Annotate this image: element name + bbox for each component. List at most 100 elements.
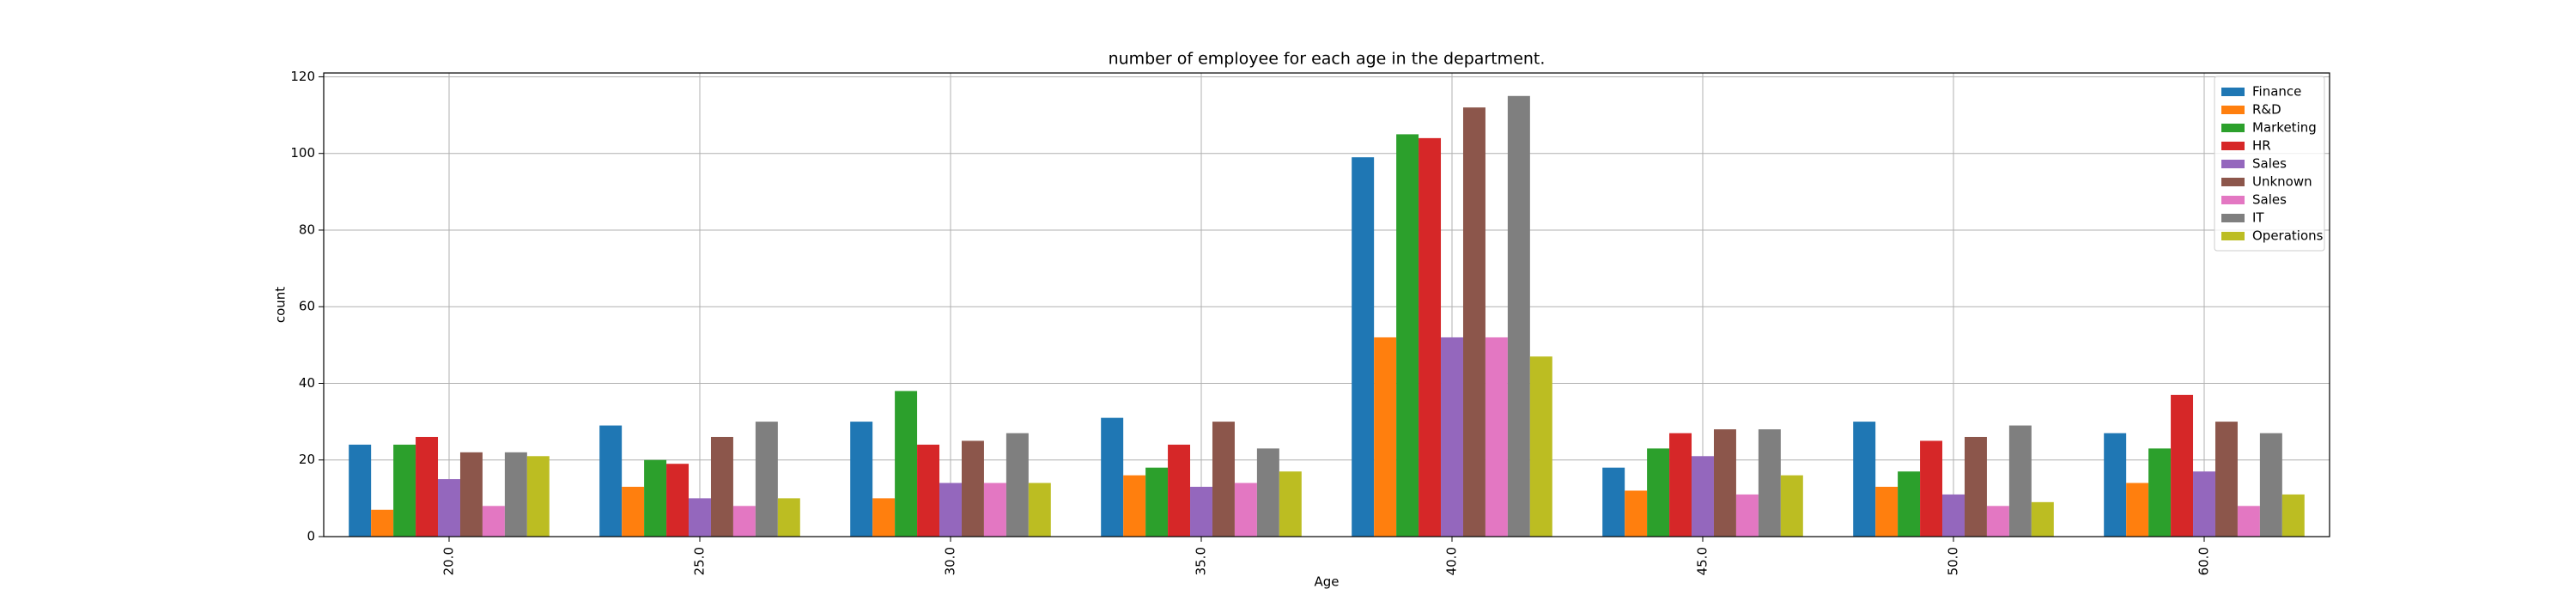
bar — [2259, 433, 2282, 537]
bar — [644, 459, 667, 537]
bar — [1986, 506, 2009, 537]
y-tick-label: 60 — [299, 299, 315, 314]
legend-swatch — [2221, 124, 2245, 132]
bar — [983, 483, 1006, 537]
y-tick-label: 120 — [290, 69, 315, 84]
bar — [689, 498, 711, 537]
x-axis-label: Age — [1314, 574, 1339, 590]
bar — [1898, 471, 1921, 537]
bar — [777, 498, 800, 537]
x-tick-label: 50.0 — [1946, 547, 1961, 575]
bar — [850, 422, 873, 537]
bar — [1920, 440, 1943, 537]
bar — [1190, 486, 1212, 537]
bar — [1853, 422, 1876, 537]
bar — [1212, 422, 1235, 537]
bar — [1602, 467, 1625, 537]
legend-swatch — [2221, 142, 2245, 150]
legend-label: HR — [2252, 138, 2271, 154]
x-tick-label: 40.0 — [1444, 547, 1460, 575]
bar — [459, 452, 483, 537]
legend-swatch — [2221, 88, 2245, 96]
bar — [1168, 444, 1191, 537]
bar — [872, 498, 896, 537]
bar — [622, 486, 645, 537]
bar — [349, 444, 372, 537]
y-tick-label: 20 — [299, 452, 315, 467]
bar — [1647, 448, 1670, 537]
bar — [1625, 490, 1648, 537]
bar — [2126, 483, 2149, 537]
y-tick-label: 0 — [307, 529, 315, 544]
bar — [2008, 425, 2032, 537]
legend-swatch — [2221, 106, 2245, 114]
legend-label: Unknown — [2252, 174, 2312, 190]
x-tick-label: 20.0 — [441, 547, 457, 575]
bar — [1028, 483, 1051, 537]
bar — [482, 506, 505, 537]
bar — [416, 436, 439, 537]
bar — [961, 440, 984, 537]
legend-label: Sales — [2252, 192, 2287, 208]
bar — [504, 452, 527, 537]
bar — [1123, 475, 1146, 537]
y-tick-label: 100 — [290, 145, 315, 161]
bar — [2193, 471, 2215, 537]
y-tick-label: 80 — [299, 222, 315, 237]
bar — [1101, 417, 1124, 537]
bar — [755, 422, 778, 537]
bar — [895, 391, 918, 537]
legend-swatch — [2221, 232, 2245, 240]
bar — [2148, 448, 2172, 537]
bar — [1875, 486, 1899, 537]
bar — [1441, 337, 1463, 537]
bar — [710, 436, 733, 537]
bar — [2171, 394, 2194, 537]
bar — [599, 425, 623, 537]
bar — [1780, 475, 1803, 537]
bar — [1234, 483, 1257, 537]
bar — [1462, 107, 1485, 537]
y-axis-label: count — [273, 287, 289, 323]
bar — [1396, 134, 1419, 537]
bar — [1352, 157, 1375, 537]
bar — [939, 483, 962, 537]
plot-frame — [323, 72, 2330, 537]
legend-box — [2214, 76, 2325, 252]
legend-swatch — [2221, 214, 2245, 222]
legend-swatch — [2221, 178, 2245, 186]
bar — [1964, 436, 1987, 537]
legend-label: Sales — [2252, 156, 2287, 172]
bar — [1669, 433, 1692, 537]
bar — [1758, 429, 1781, 537]
bar — [2237, 506, 2260, 537]
bar — [1692, 456, 1714, 537]
legend-label: Operations — [2252, 228, 2324, 244]
legend-label: Finance — [2252, 84, 2301, 100]
bar — [1279, 471, 1302, 537]
bar — [666, 464, 690, 537]
bar — [371, 509, 394, 537]
bar — [1735, 494, 1759, 537]
x-tick-label: 25.0 — [692, 547, 708, 575]
bar — [1005, 433, 1029, 537]
bar — [2104, 433, 2127, 537]
bar — [1256, 448, 1279, 537]
bar — [526, 456, 550, 537]
x-tick-label: 35.0 — [1194, 547, 1209, 575]
legend-swatch — [2221, 196, 2245, 204]
legend-swatch — [2221, 160, 2245, 168]
bar — [2215, 422, 2238, 537]
legend-label: IT — [2252, 210, 2264, 226]
bar — [1419, 137, 1442, 537]
x-tick-label: 30.0 — [943, 547, 958, 575]
x-tick-label: 45.0 — [1695, 547, 1710, 575]
bar — [1529, 356, 1552, 537]
legend-label: Marketing — [2252, 120, 2317, 136]
chart-title: number of employee for each age in the d… — [1109, 50, 1546, 69]
bar — [1485, 337, 1508, 537]
bar — [393, 444, 416, 537]
bar — [917, 444, 940, 537]
